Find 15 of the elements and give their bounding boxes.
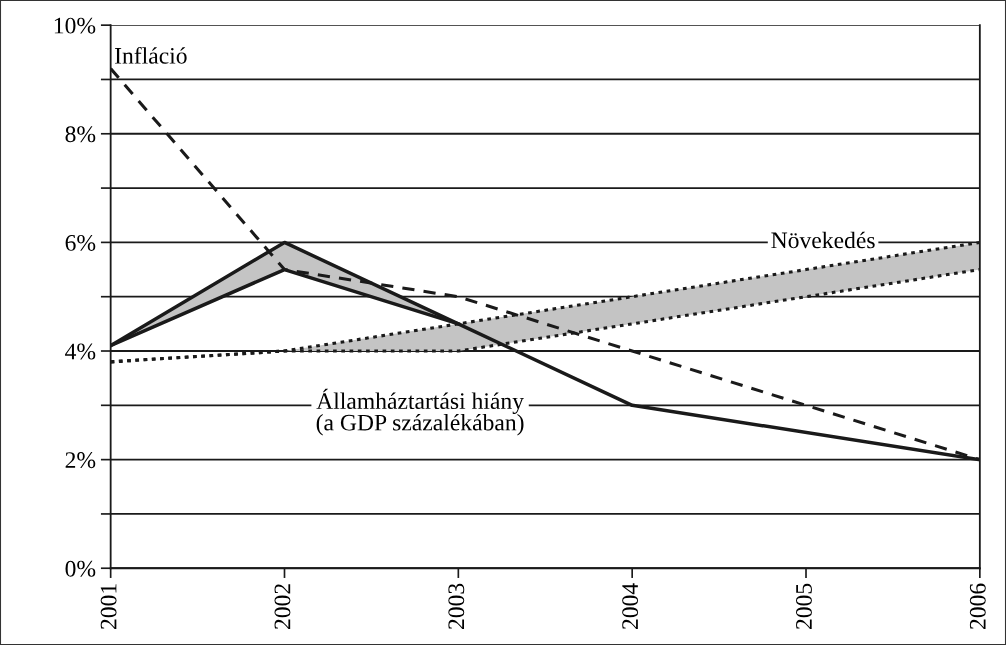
x-tick-label: 2004 xyxy=(622,583,639,630)
x-tick-label: 2001 xyxy=(100,584,117,630)
y-tick-label: 6% xyxy=(65,234,96,251)
y-tick-label: 2% xyxy=(65,452,96,469)
x-tick-label: 2005 xyxy=(795,583,812,630)
x-tick-label: 2003 xyxy=(448,583,465,630)
x-tick-label: 2002 xyxy=(274,584,291,630)
y-tick-label: 10% xyxy=(54,17,96,34)
y-tick-label: 8% xyxy=(65,126,96,143)
series-label: Infláció xyxy=(114,46,187,64)
y-tick-label: 4% xyxy=(65,343,96,360)
y-tick-label: 0% xyxy=(65,560,96,577)
x-tick-label: 2006 xyxy=(969,583,986,630)
series-label: Államháztartási hiány (a GDP százalékában) xyxy=(316,388,524,436)
series-label: Növekedés xyxy=(771,231,875,249)
